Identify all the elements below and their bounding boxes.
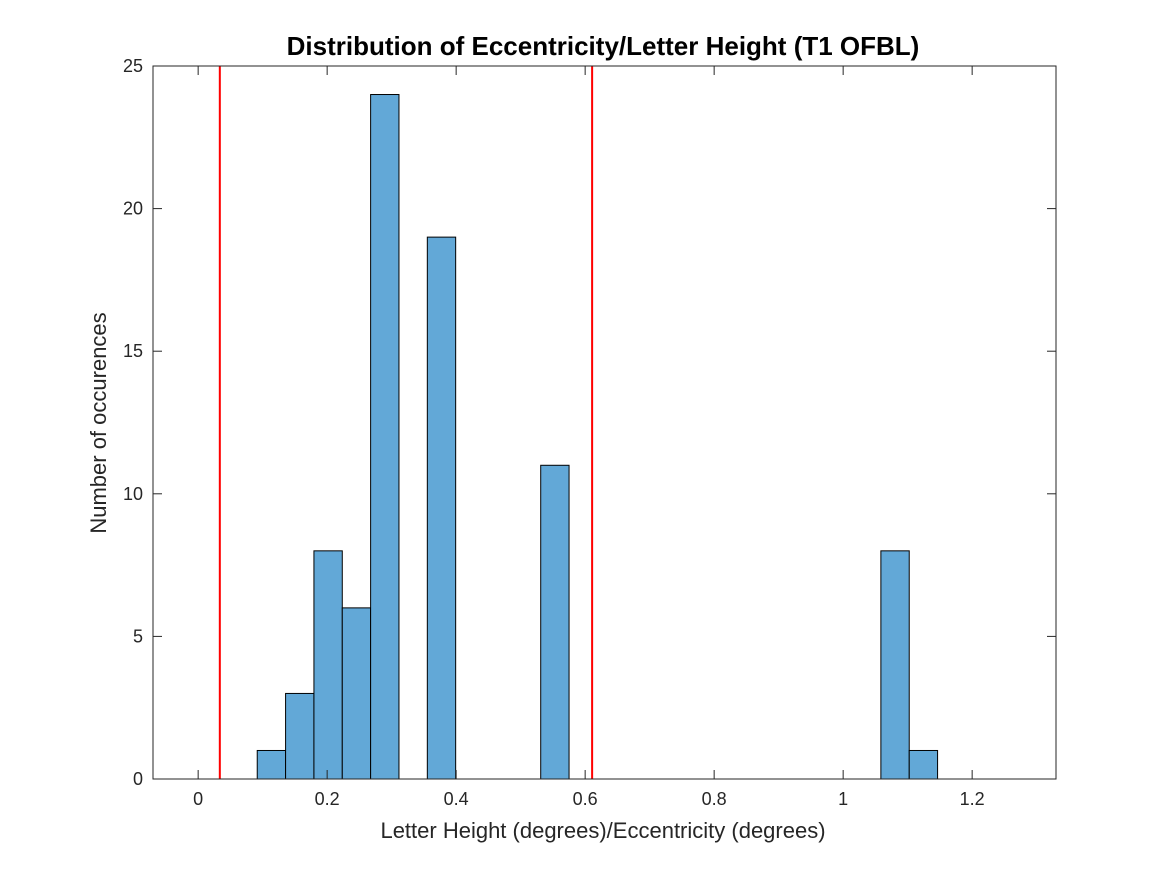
- histogram-bar: [256, 749, 287, 780]
- y-tick-label: 0: [133, 769, 143, 789]
- y-axis-ticks: 0 5 10 15 20 25: [123, 56, 1056, 789]
- x-tick-label: 0: [193, 789, 203, 809]
- y-tick-label: 20: [123, 199, 143, 219]
- y-tick-label: 10: [123, 484, 143, 504]
- histogram-bar: [370, 94, 400, 780]
- y-tick-label: 5: [133, 626, 143, 646]
- x-tick-label: 0.6: [573, 789, 598, 809]
- x-tick-label: 0.2: [315, 789, 340, 809]
- y-tick-label: 25: [123, 56, 143, 76]
- histogram-bar: [908, 749, 939, 780]
- plot-frame: [152, 65, 1057, 780]
- histogram-bar: [880, 550, 910, 780]
- histogram-bar: [285, 692, 315, 780]
- y-axis-label: Number of occurences: [86, 312, 111, 533]
- histogram-bar: [540, 464, 570, 780]
- x-tick-label: 1: [838, 789, 848, 809]
- x-axis-ticks: 0 0.2 0.4 0.6 0.8 1 1.2: [193, 66, 985, 809]
- x-tick-label: 0.8: [702, 789, 727, 809]
- reference-lines-group: [218, 66, 594, 779]
- x-axis-label: Letter Height (degrees)/Eccentricity (de…: [380, 818, 825, 843]
- histogram-bar: [426, 236, 457, 780]
- histogram-bar: [313, 550, 343, 780]
- chart-title: Distribution of Eccentricity/Letter Heig…: [287, 31, 920, 61]
- y-tick-label: 15: [123, 341, 143, 361]
- x-tick-label: 0.4: [444, 789, 469, 809]
- histogram-bar: [341, 607, 372, 780]
- x-tick-label: 1.2: [960, 789, 985, 809]
- bars-group: [256, 94, 939, 780]
